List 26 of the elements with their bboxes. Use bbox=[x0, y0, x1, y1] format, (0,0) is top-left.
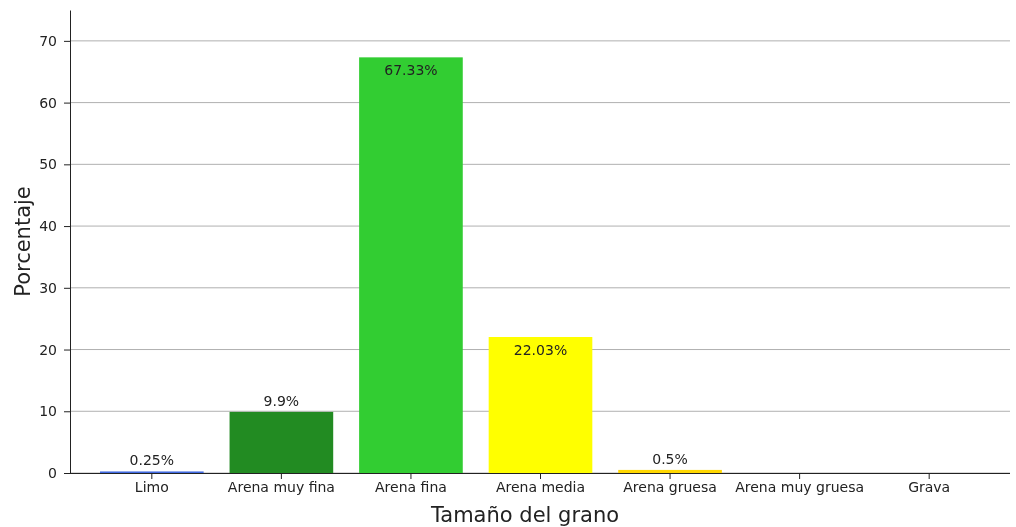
x-axis-title: Tamaño del grano bbox=[429, 503, 620, 527]
y-tick-label: 10 bbox=[39, 403, 57, 420]
data-label: 9.9% bbox=[263, 392, 300, 409]
y-tick-label: 0 bbox=[48, 464, 57, 481]
y-tick-label: 50 bbox=[39, 156, 57, 173]
y-tick-label: 70 bbox=[39, 32, 57, 49]
data-label: 22.03% bbox=[513, 342, 568, 358]
y-axis-title: Porcentaje bbox=[11, 186, 35, 297]
x-tick-label: Arena gruesa bbox=[623, 478, 717, 495]
y-tick-label: 60 bbox=[39, 94, 57, 111]
x-tick-label: Arena muy gruesa bbox=[735, 478, 865, 495]
data-label: 0.25% bbox=[129, 452, 175, 469]
x-tick-label: Arena media bbox=[495, 478, 586, 495]
x-tick-label: Arena fina bbox=[375, 478, 447, 495]
data-label: 0.5% bbox=[652, 450, 688, 467]
x-tick-label: Limo bbox=[134, 478, 169, 495]
y-tick-label: 40 bbox=[39, 218, 57, 235]
data-label: 67.33% bbox=[384, 62, 438, 79]
y-tick-label: 20 bbox=[39, 341, 57, 358]
bar bbox=[359, 57, 463, 473]
bar bbox=[618, 469, 722, 473]
bar bbox=[488, 337, 593, 473]
x-tick-label: Arena muy fina bbox=[227, 478, 335, 495]
y-tick-label: 30 bbox=[39, 279, 57, 296]
bar bbox=[229, 411, 334, 473]
x-tick-label: Grava bbox=[908, 478, 951, 495]
